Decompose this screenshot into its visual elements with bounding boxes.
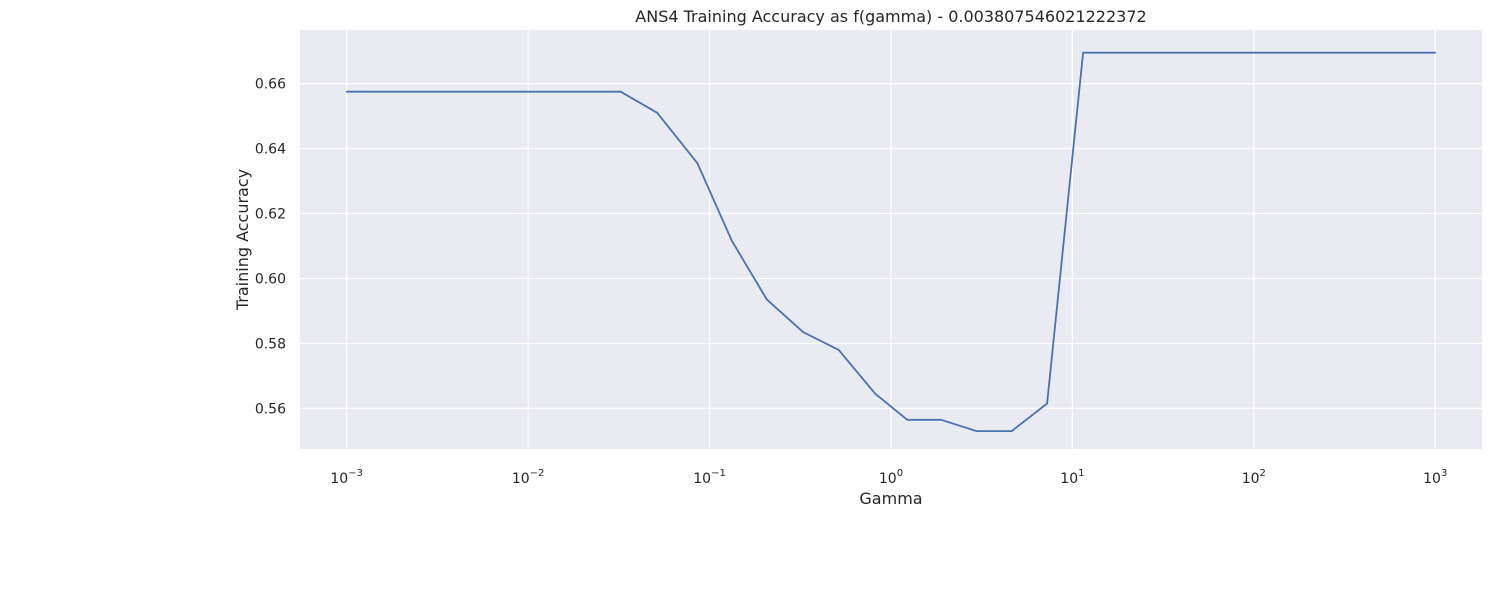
data-point xyxy=(377,90,380,93)
data-point xyxy=(1082,51,1085,54)
y-tick-label: 0.58 xyxy=(255,336,286,352)
data-point xyxy=(975,430,978,433)
data-point xyxy=(696,162,699,165)
y-gridlines xyxy=(300,82,1482,410)
data-point xyxy=(874,392,877,395)
y-tick-label: 0.64 xyxy=(255,142,286,158)
data-point xyxy=(547,90,550,93)
data-point xyxy=(514,90,517,93)
data-point xyxy=(1434,51,1437,54)
x-tick-label: 10−1 xyxy=(693,468,726,487)
chart-title: ANS4 Training Accuracy as f(gamma) - 0.0… xyxy=(635,7,1146,26)
data-point xyxy=(480,90,482,93)
data-point xyxy=(940,418,943,421)
y-tick-label: 0.62 xyxy=(255,207,286,223)
x-tick-label: 100 xyxy=(879,468,903,487)
data-point xyxy=(345,90,348,93)
x-tick-labels: 10−3 10−2 10−1 100 101 102 103 xyxy=(330,468,1447,487)
x-tick-label: 101 xyxy=(1060,468,1084,487)
data-point xyxy=(656,111,659,114)
x-tick-label: 103 xyxy=(1423,468,1447,487)
y-tick-label: 0.60 xyxy=(255,271,286,287)
data-point xyxy=(1010,430,1013,433)
data-point xyxy=(765,298,768,301)
data-point xyxy=(906,418,909,421)
x-gridlines xyxy=(346,30,1436,449)
data-point xyxy=(837,349,840,351)
data-point xyxy=(414,90,417,93)
x-axis-label: Gamma xyxy=(859,489,922,508)
y-axis-label: Training Accuracy xyxy=(233,169,252,311)
data-point xyxy=(802,331,805,333)
data-point xyxy=(619,90,622,93)
data-point xyxy=(446,90,449,93)
data-point xyxy=(584,90,587,93)
series-group xyxy=(345,51,1437,433)
y-tick-label: 0.66 xyxy=(255,77,286,93)
data-point xyxy=(731,240,733,243)
y-tick-label: 0.56 xyxy=(255,401,286,417)
x-tick-label: 102 xyxy=(1242,468,1266,487)
data-point xyxy=(1046,402,1048,405)
x-tick-label: 10−2 xyxy=(512,468,545,487)
y-tick-labels: 0.56 0.58 0.60 0.62 0.64 0.66 xyxy=(255,77,286,418)
x-tick-label: 10−3 xyxy=(330,468,363,487)
